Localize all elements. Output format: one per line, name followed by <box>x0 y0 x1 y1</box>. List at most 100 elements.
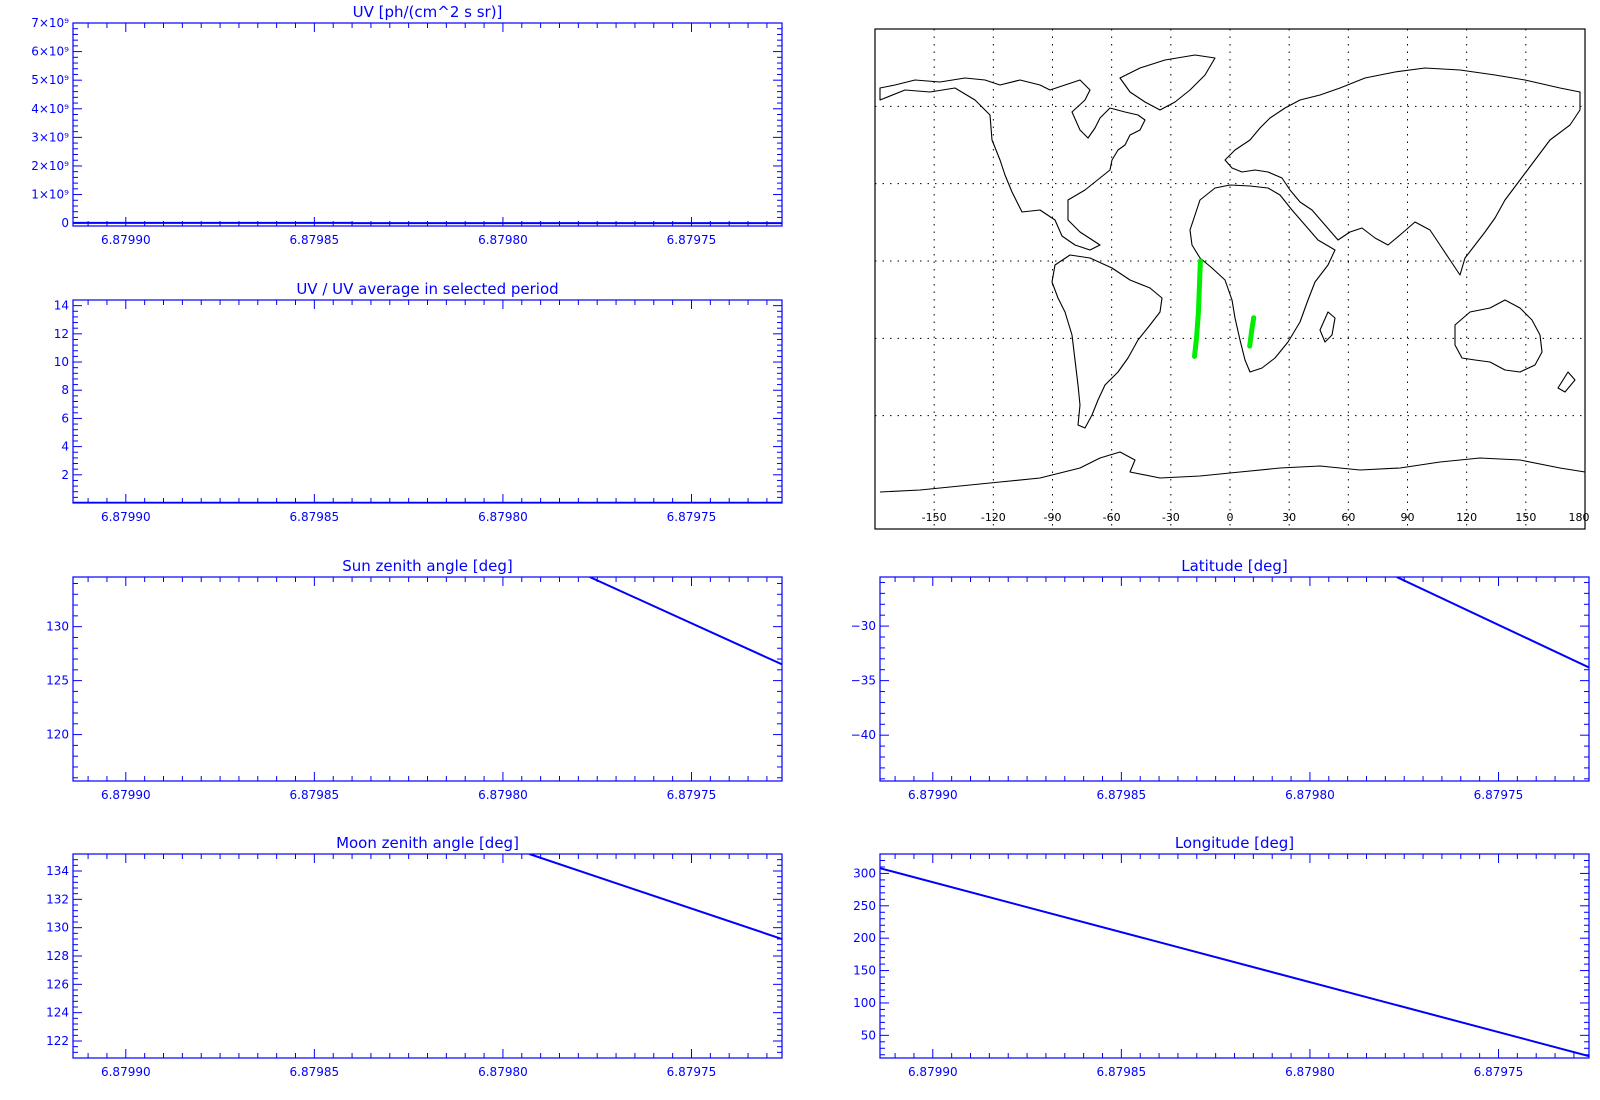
x-tick-label: 6.87985 <box>290 233 340 247</box>
sun-zenith-plot: Sun zenith angle [deg] 6.87990 6.87985 6.87… <box>46 557 783 802</box>
sun-zenith-series-line <box>589 577 782 666</box>
y-tick-label: 3×10⁹ <box>31 130 69 144</box>
y-tick-label: 12 <box>54 327 69 341</box>
x-tick-label: 6.87975 <box>1474 788 1524 802</box>
y-tick-label: 134 <box>46 864 69 878</box>
map-lon-label: 120 <box>1456 511 1477 524</box>
y-tick-label: 122 <box>46 1034 69 1048</box>
x-tick-label: 6.87985 <box>1097 1065 1147 1079</box>
europe-asia-coastline <box>1224 67 1581 276</box>
x-tick-label: 6.87990 <box>101 510 151 524</box>
x-tick-label: 6.87985 <box>1097 788 1147 802</box>
x-tick-label: 6.87990 <box>101 788 151 802</box>
sun-zenith-title: Sun zenith angle [deg] <box>342 557 513 575</box>
x-tick-label: 6.87980 <box>478 233 528 247</box>
x-tick-label: 6.87980 <box>1285 788 1335 802</box>
y-tick-label: 50 <box>861 1028 876 1042</box>
y-tick-label: 4 <box>61 440 69 454</box>
y-tick-label: 100 <box>853 996 876 1010</box>
y-tick-label: 6 <box>61 411 69 425</box>
x-tick-label: 6.87980 <box>1285 1065 1335 1079</box>
y-tick-label: −30 <box>851 619 876 633</box>
y-tick-label: 14 <box>54 299 69 313</box>
x-tick-label: 6.87975 <box>667 1065 717 1079</box>
satellite-ground-track <box>1192 258 1257 359</box>
y-tick-label: 120 <box>46 728 69 742</box>
longitude-plot: Longitude [deg] 6.87990 6.87985 6.87980 6.87… <box>853 834 1590 1079</box>
africa-coastline <box>1189 184 1336 373</box>
x-tick-label: 6.87990 <box>101 233 151 247</box>
map-lon-label: 0 <box>1227 511 1234 524</box>
map-lon-label: -120 <box>981 511 1006 524</box>
map-longitude-labels: -150 -120 -90 -60 -30 0 30 60 90 120 150 180 <box>922 511 1590 524</box>
world-map-panel: -150 -120 -90 -60 -30 0 30 60 90 120 150 180 <box>874 28 1590 530</box>
x-tick-label: 6.87990 <box>908 1065 958 1079</box>
y-tick-label: 8 <box>61 383 69 397</box>
antarctica-coastline <box>879 451 1586 493</box>
y-tick-label: 2 <box>61 468 69 482</box>
x-tick-label: 6.87980 <box>478 1065 528 1079</box>
x-tick-label: 6.87975 <box>1474 1065 1524 1079</box>
map-lon-label: 60 <box>1341 511 1355 524</box>
latitude-title: Latitude [deg] <box>1181 557 1287 575</box>
new-zealand-coastline <box>1557 371 1576 393</box>
ground-track-segment <box>1192 258 1203 359</box>
latitude-plot: Latitude [deg] 6.87990 6.87985 6.87980 6.879… <box>851 557 1590 802</box>
moon-zenith-frame <box>72 853 783 1059</box>
y-tick-label: 4×10⁹ <box>31 102 69 116</box>
x-tick-label: 6.87985 <box>290 788 340 802</box>
uv-title: UV [ph/(cm^2 s sr)] <box>353 3 503 21</box>
y-tick-label: 0 <box>61 216 69 230</box>
uv-frame <box>72 22 783 227</box>
x-tick-label: 6.87985 <box>290 1065 340 1079</box>
y-tick-label: 7×10⁹ <box>31 16 69 30</box>
x-tick-label: 6.87980 <box>478 510 528 524</box>
map-lon-label: 150 <box>1515 511 1536 524</box>
map-coastlines <box>879 54 1586 493</box>
x-tick-label: 6.87975 <box>667 788 717 802</box>
moon-zenith-plot: Moon zenith angle [deg] 6.87990 6.87985 6.8… <box>46 834 783 1079</box>
map-lon-label: 90 <box>1401 511 1415 524</box>
y-tick-label: 130 <box>46 921 69 935</box>
map-lon-label: -30 <box>1162 511 1180 524</box>
y-tick-label: 132 <box>46 892 69 906</box>
longitude-title: Longitude [deg] <box>1175 834 1294 852</box>
ground-track-segment <box>1247 315 1257 349</box>
uv-ratio-plot: UV / UV average in selected period 6.8799… <box>54 280 783 524</box>
y-tick-label: 150 <box>853 964 876 978</box>
y-tick-label: 128 <box>46 949 69 963</box>
moon-zenith-title: Moon zenith angle [deg] <box>336 834 519 852</box>
map-lon-label: 30 <box>1282 511 1296 524</box>
map-lon-label: -150 <box>922 511 947 524</box>
map-lon-label: -60 <box>1103 511 1121 524</box>
latitude-series-line <box>1396 577 1589 669</box>
x-tick-label: 6.87980 <box>478 788 528 802</box>
greenland-coastline <box>1119 54 1216 111</box>
y-tick-label: 300 <box>853 866 876 880</box>
y-tick-label: 200 <box>853 931 876 945</box>
map-lon-label: 180 <box>1569 511 1590 524</box>
y-tick-label: 10 <box>54 355 69 369</box>
latitude-frame <box>879 576 1590 782</box>
y-tick-label: 124 <box>46 1006 69 1020</box>
x-tick-label: 6.87985 <box>290 510 340 524</box>
moon-zenith-series-line <box>528 854 782 940</box>
time-series-panels: UV [ph/(cm^2 s sr)] 6.87990 6.87985 6.87980… <box>31 3 1590 1079</box>
sun-zenith-frame <box>72 576 783 782</box>
y-tick-label: 1×10⁹ <box>31 188 69 202</box>
y-tick-label: 6×10⁹ <box>31 45 69 59</box>
y-tick-label: 250 <box>853 899 876 913</box>
longitude-series-line <box>880 867 1589 1058</box>
uv-plot: UV [ph/(cm^2 s sr)] 6.87990 6.87985 6.87980… <box>31 3 783 247</box>
x-tick-label: 6.87975 <box>667 510 717 524</box>
south-america-coastline <box>1051 254 1163 429</box>
map-gridlines <box>875 29 1585 529</box>
uv-ratio-frame <box>72 299 783 504</box>
y-tick-label: −40 <box>851 728 876 742</box>
y-tick-label: 5×10⁹ <box>31 73 69 87</box>
x-tick-label: 6.87990 <box>908 788 958 802</box>
y-tick-label: 2×10⁹ <box>31 159 69 173</box>
uv-ratio-title: UV / UV average in selected period <box>296 280 558 298</box>
map-lon-label: -90 <box>1044 511 1062 524</box>
